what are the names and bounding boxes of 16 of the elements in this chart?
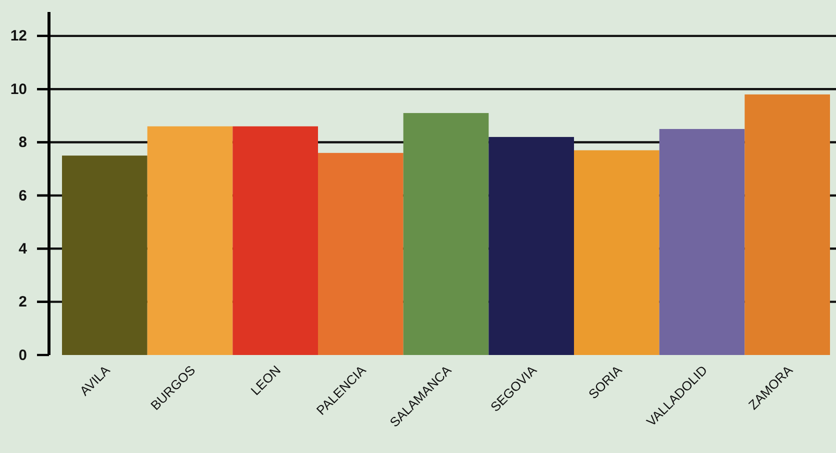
y-tick-label: 2 (18, 294, 27, 311)
bar (147, 126, 233, 355)
y-tick-label: 0 (18, 346, 27, 364)
bar (318, 152, 404, 355)
bar (62, 156, 148, 355)
y-tick-label: 4 (18, 240, 28, 258)
bar (574, 150, 660, 355)
bar (488, 136, 574, 355)
bar (232, 126, 318, 355)
bar (659, 128, 745, 355)
bar (403, 113, 489, 355)
y-tick-label: 12 (10, 28, 27, 45)
y-tick-label: 10 (10, 80, 27, 98)
y-tick-label: 6 (18, 187, 27, 204)
bar (744, 94, 830, 355)
y-tick-label: 8 (18, 134, 27, 152)
